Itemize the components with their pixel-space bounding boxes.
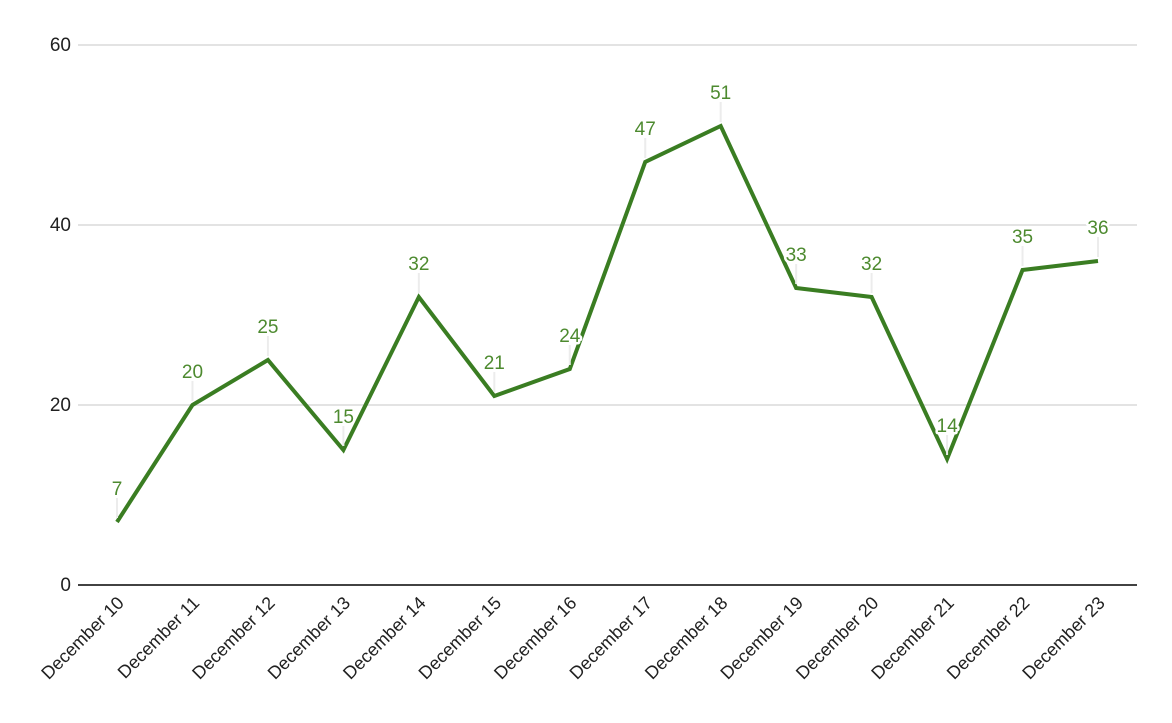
y-tick-label: 40 xyxy=(50,215,71,236)
data-label: 36 xyxy=(1087,218,1108,239)
data-label: 20 xyxy=(182,362,203,383)
data-label: 32 xyxy=(861,254,882,275)
data-label: 21 xyxy=(484,353,505,374)
data-label: 51 xyxy=(710,83,731,104)
data-label: 35 xyxy=(1012,227,1033,248)
data-label: 33 xyxy=(786,245,807,266)
data-label: 24 xyxy=(559,326,581,347)
data-label: 32 xyxy=(408,254,429,275)
data-label: 14 xyxy=(937,416,959,437)
series-line xyxy=(115,123,1099,524)
data-label: 7 xyxy=(112,479,123,500)
y-tick-label: 20 xyxy=(50,395,71,416)
y-tick-label: 0 xyxy=(60,575,71,596)
y-tick-label: 60 xyxy=(50,35,71,56)
data-label: 25 xyxy=(257,317,278,338)
data-label: 47 xyxy=(635,119,656,140)
data-label: 15 xyxy=(333,407,354,428)
